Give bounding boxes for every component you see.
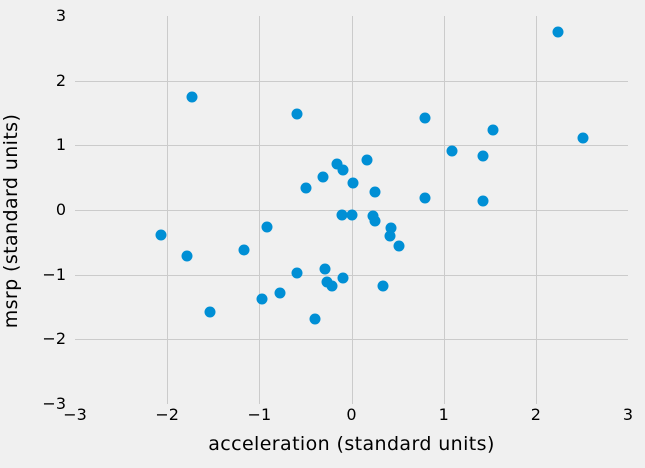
data-point	[186, 91, 198, 103]
data-point	[261, 221, 273, 233]
data-point	[337, 272, 349, 284]
data-point	[291, 108, 303, 120]
data-point	[326, 280, 338, 292]
data-point	[256, 293, 268, 305]
data-point	[317, 171, 329, 183]
y-gridline	[75, 339, 628, 341]
data-point	[337, 164, 349, 176]
data-point	[384, 230, 396, 242]
data-point	[552, 26, 564, 38]
data-point	[300, 182, 312, 194]
data-point	[347, 177, 359, 189]
data-point	[346, 209, 358, 221]
y-gridline	[75, 80, 628, 82]
x-tick-label: −3	[63, 405, 87, 424]
data-point	[446, 145, 458, 156]
plot-area	[75, 16, 628, 404]
data-point	[155, 229, 167, 241]
data-point	[291, 267, 303, 279]
data-point	[336, 209, 348, 221]
y-tick-label: −3	[42, 394, 66, 414]
data-point	[419, 192, 431, 204]
x-axis-label: acceleration (standard units)	[208, 433, 495, 455]
y-tick-label: 2	[55, 70, 66, 90]
y-tick-label: 3	[55, 6, 66, 26]
data-point	[309, 313, 321, 325]
data-point	[181, 250, 193, 262]
x-tick-label: 1	[438, 405, 449, 424]
x-tick-label: 2	[530, 405, 541, 424]
data-point	[361, 154, 373, 166]
x-tick-label: −1	[247, 405, 272, 424]
data-point	[238, 244, 250, 256]
data-point	[477, 195, 489, 207]
data-point	[369, 215, 381, 227]
x-tick-label: 0	[346, 405, 357, 424]
x-tick-labels: −3 −2 −1 0 1 2 3	[63, 405, 633, 428]
data-point	[487, 124, 499, 136]
y-tick-label: −2	[42, 329, 66, 349]
data-point	[385, 222, 397, 234]
y-tick-label: 1	[55, 135, 66, 155]
data-point	[377, 280, 389, 292]
y-gridline	[75, 274, 628, 276]
data-point	[419, 112, 431, 124]
y-tick-label: 0	[55, 200, 66, 220]
data-point	[369, 186, 381, 198]
x-tick-label: −2	[155, 405, 179, 424]
data-point	[477, 150, 489, 162]
data-point	[274, 287, 286, 299]
data-point	[393, 240, 405, 252]
data-point	[204, 306, 216, 318]
y-tick-label: −1	[42, 264, 66, 284]
data-point	[577, 132, 589, 144]
data-point	[321, 276, 333, 288]
y-tick-labels: −3 −2 −1 0 1 2 3	[0, 7, 66, 412]
data-point	[331, 158, 343, 170]
x-tick-label: 3	[622, 405, 634, 424]
data-point	[319, 263, 331, 275]
y-gridline	[75, 145, 628, 147]
